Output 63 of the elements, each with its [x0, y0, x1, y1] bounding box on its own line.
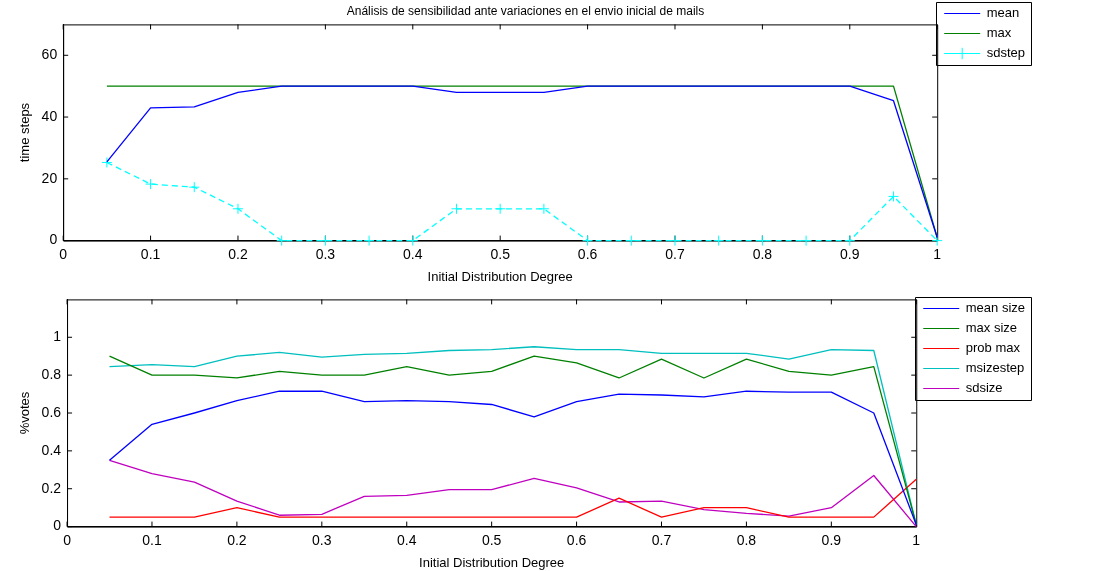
legend-label: mean — [986, 5, 1020, 21]
chart-title: Análisis de sensibilidad ante variaciones en el envio inicial de mails — [346, 3, 705, 18]
x-tick-label: 0.5 — [490, 245, 511, 262]
x-tick-label: 0.2 — [228, 245, 248, 262]
point — [363, 235, 375, 247]
y-tick-label: 40 — [41, 107, 58, 124]
y-tick-label: 60 — [41, 46, 58, 63]
x-tick-label: 0.9 — [821, 531, 842, 548]
x-tick-label: 0.1 — [140, 245, 161, 262]
x-tick-label: 0.8 — [752, 245, 773, 262]
x-tick-label: 0.4 — [397, 531, 417, 548]
x-axis-title: Initial Distribution Degree — [427, 268, 573, 284]
y-tick-label: 0.6 — [41, 403, 62, 420]
point — [145, 178, 157, 190]
point — [931, 235, 943, 247]
point — [713, 235, 725, 247]
legend-label: mean size — [965, 300, 1025, 316]
x-tick-label: 1 — [912, 531, 921, 548]
point — [888, 190, 899, 202]
x-tick-label: 0.5 — [481, 531, 502, 548]
point — [625, 235, 637, 247]
legend-label: max size — [965, 320, 1018, 336]
x-tick-label: 0.9 — [840, 245, 860, 262]
point — [756, 235, 768, 247]
x-tick-label: 0.8 — [736, 531, 757, 548]
x-tick-label: 0.1 — [142, 531, 162, 548]
y-tick-label: 0 — [53, 517, 62, 534]
point — [494, 203, 506, 215]
x-tick-label: 0.7 — [665, 245, 685, 262]
point — [407, 235, 419, 247]
y-tick-label: 1 — [53, 328, 62, 345]
y-tick-label: 0 — [49, 231, 58, 248]
point — [800, 235, 812, 247]
x-tick-label: 0.3 — [315, 245, 336, 262]
legend-label: prob max — [965, 340, 1021, 356]
x-axis-title: Initial Distribution Degree — [419, 554, 565, 570]
y-tick-label: 0.8 — [41, 365, 62, 382]
legend-label: msizestep — [965, 360, 1025, 376]
y-tick-label: 0.4 — [41, 441, 62, 458]
point — [232, 203, 244, 215]
point — [276, 235, 288, 247]
x-tick-label: 0.6 — [566, 531, 587, 548]
y-tick-label: 20 — [41, 169, 58, 186]
point — [188, 181, 200, 193]
x-tick-label: 0.2 — [227, 531, 247, 548]
point — [669, 235, 681, 247]
y-tick-label: 0.2 — [41, 479, 62, 496]
x-tick-label: 0.4 — [403, 245, 423, 262]
point — [844, 235, 856, 247]
legend-label: sdsize — [965, 380, 1003, 396]
y-axis-title: time steps — [17, 102, 33, 163]
point — [101, 156, 113, 168]
x-tick-label: 0.3 — [312, 531, 332, 548]
x-tick-label: 1 — [933, 245, 942, 262]
point — [538, 203, 550, 215]
x-tick-label: 0.6 — [577, 245, 598, 262]
legend-label: max — [986, 25, 1012, 41]
y-axis-title: %votes — [17, 391, 33, 435]
point — [319, 235, 331, 247]
point — [582, 235, 594, 247]
point — [450, 203, 462, 215]
legend-label: sdstep — [986, 45, 1026, 61]
x-tick-label: 0.7 — [651, 531, 672, 548]
